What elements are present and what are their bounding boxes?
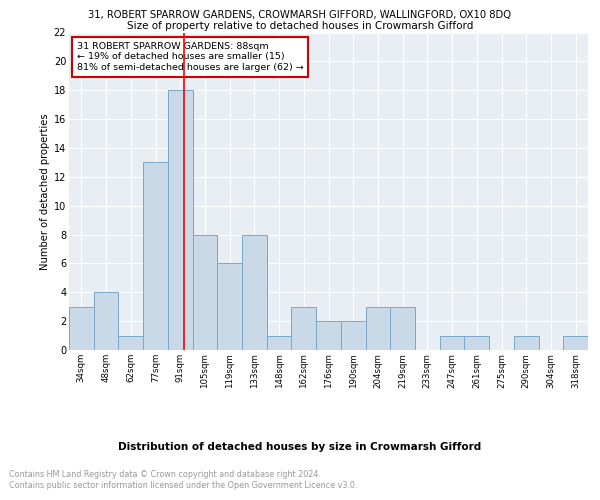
Bar — [118, 336, 143, 350]
Text: Contains HM Land Registry data © Crown copyright and database right 2024.: Contains HM Land Registry data © Crown c… — [9, 470, 321, 479]
Bar — [69, 306, 94, 350]
Bar — [365, 306, 390, 350]
Bar — [514, 336, 539, 350]
Text: Distribution of detached houses by size in Crowmarsh Gifford: Distribution of detached houses by size … — [118, 442, 482, 452]
Bar — [341, 321, 365, 350]
Text: 31, ROBERT SPARROW GARDENS, CROWMARSH GIFFORD, WALLINGFORD, OX10 8DQ: 31, ROBERT SPARROW GARDENS, CROWMARSH GI… — [89, 10, 511, 20]
Bar — [316, 321, 341, 350]
Bar — [267, 336, 292, 350]
Text: Size of property relative to detached houses in Crowmarsh Gifford: Size of property relative to detached ho… — [127, 21, 473, 31]
Y-axis label: Number of detached properties: Number of detached properties — [40, 113, 50, 270]
Bar — [242, 234, 267, 350]
Bar — [292, 306, 316, 350]
Text: Contains public sector information licensed under the Open Government Licence v3: Contains public sector information licen… — [9, 481, 358, 490]
Bar — [168, 90, 193, 350]
Bar — [440, 336, 464, 350]
Bar — [193, 234, 217, 350]
Bar — [563, 336, 588, 350]
Bar — [143, 162, 168, 350]
Bar — [217, 264, 242, 350]
Bar — [390, 306, 415, 350]
Bar — [464, 336, 489, 350]
Bar — [94, 292, 118, 350]
Text: 31 ROBERT SPARROW GARDENS: 88sqm
← 19% of detached houses are smaller (15)
81% o: 31 ROBERT SPARROW GARDENS: 88sqm ← 19% o… — [77, 42, 304, 72]
